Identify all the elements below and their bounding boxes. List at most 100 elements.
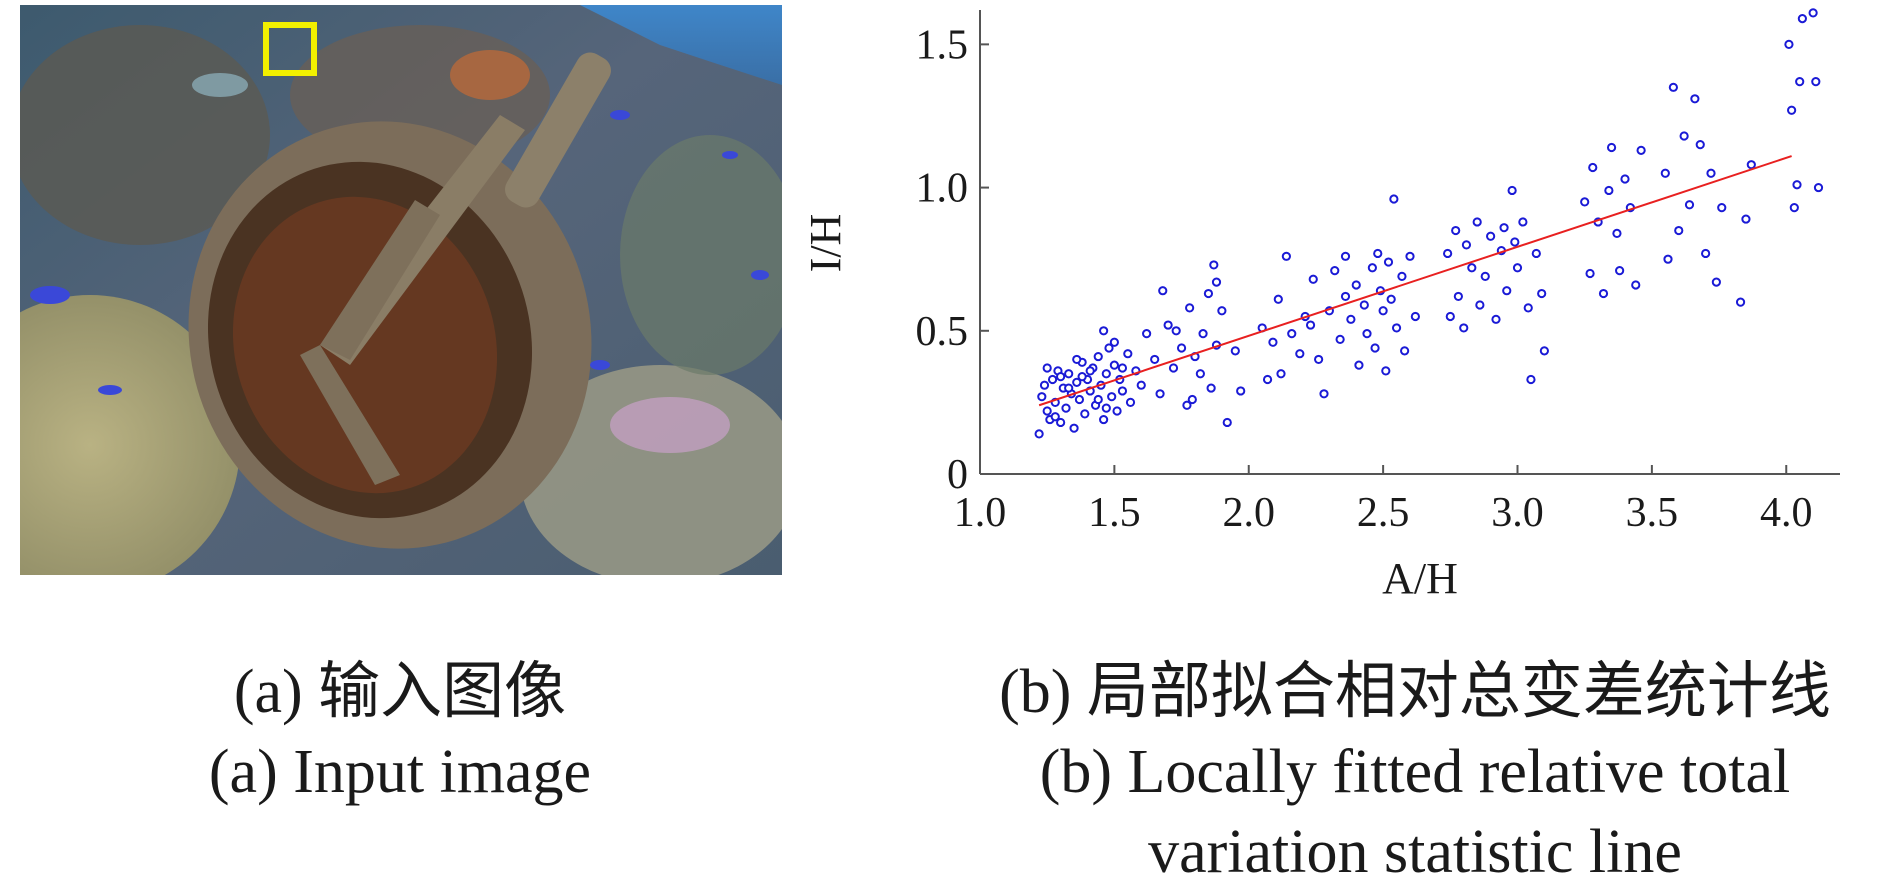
scatter-point: [1359, 300, 1369, 310]
scatter-point: [1636, 145, 1646, 155]
y-tick-label: 0: [947, 452, 968, 498]
scatter-point: [1034, 429, 1044, 439]
scatter-point: [1168, 363, 1179, 373]
scatter-point: [1631, 280, 1641, 290]
scatter-point: [1037, 392, 1047, 402]
caption-b-english-line1: (b) Locally fitted relative total: [1039, 738, 1791, 806]
scatter-point: [1187, 394, 1197, 405]
scatter-point: [1367, 263, 1377, 273]
scatter-point: [1185, 303, 1195, 313]
scatter-point: [1107, 392, 1117, 402]
reef-fish: [30, 110, 769, 395]
caption-a-chinese: (a) 输入图像: [233, 658, 567, 726]
scatter-point: [1475, 300, 1485, 310]
scatter-point: [1615, 266, 1625, 276]
scatter-point: [1789, 203, 1799, 213]
scatter-point: [1050, 412, 1060, 422]
x-tick-label: 4.0: [1760, 490, 1813, 536]
scatter-point: [1386, 294, 1396, 304]
scatter-point: [1155, 389, 1165, 399]
scatter-point: [1069, 423, 1079, 433]
scatter-point: [1099, 414, 1109, 425]
scatter-point: [1056, 417, 1066, 428]
scatter-point: [1340, 251, 1351, 261]
scatter-point: [1453, 291, 1463, 302]
scatter-point: [1262, 374, 1273, 385]
scatter-point: [1125, 397, 1136, 407]
scatter-point: [1039, 380, 1050, 390]
scatter-point: [1668, 82, 1678, 92]
scatter-point: [1268, 337, 1278, 347]
scatter-point: [1389, 194, 1399, 204]
scatter-point: [1335, 334, 1345, 344]
scatter-point: [1330, 266, 1340, 276]
scatter-point: [1136, 380, 1146, 390]
scatter-point: [1813, 182, 1824, 193]
scatter-point: [1502, 286, 1512, 296]
scatter-point: [1230, 346, 1240, 356]
scatter-point: [1795, 77, 1805, 87]
scatter-point: [1093, 394, 1103, 405]
scatter-point: [1112, 406, 1122, 416]
scatter-point: [1467, 263, 1477, 273]
scatter-point: [1405, 251, 1415, 261]
scatter-point: [1539, 346, 1549, 356]
scatter-point: [1711, 277, 1721, 287]
scatter-point: [1109, 360, 1119, 370]
scatter-point: [1445, 311, 1455, 322]
scatter-point: [1679, 131, 1689, 141]
scatter-point: [1746, 160, 1756, 170]
scatter-point: [1182, 400, 1192, 410]
scatter-point: [1077, 372, 1087, 382]
scatter-point: [1486, 231, 1496, 241]
input-image-panel: [20, 5, 782, 575]
scatter-point: [1598, 288, 1609, 299]
scatter-point: [1117, 363, 1128, 373]
scatter-point: [1273, 294, 1283, 304]
scatter-point: [1397, 271, 1407, 281]
scatter-point: [1142, 329, 1152, 339]
scatter-point: [1061, 403, 1071, 413]
scatter-point: [1362, 329, 1372, 339]
scatter-point: [1340, 291, 1351, 302]
scatter-point: [1606, 142, 1617, 153]
scatter-point: [1117, 386, 1128, 396]
scatter-point: [1072, 354, 1082, 365]
scatter-point: [1472, 217, 1482, 227]
x-tick-label: 1.0: [954, 490, 1007, 536]
scatter-point: [1064, 383, 1074, 393]
scatter-point: [1276, 369, 1286, 379]
scatter-point: [1518, 217, 1528, 227]
scatter-point: [1281, 251, 1291, 261]
highlight-patch-box: [263, 22, 317, 76]
scatter-point: [1042, 406, 1052, 416]
y-tick-label: 1.0: [916, 166, 969, 212]
scatter-point: [1690, 94, 1700, 104]
scatter-point: [1383, 257, 1394, 267]
scatter-point: [1370, 343, 1380, 353]
y-tick-label: 0.5: [916, 309, 969, 355]
brain-coral: [20, 295, 240, 575]
scatter-point: [1308, 274, 1318, 284]
scatter-point: [1099, 326, 1109, 336]
scatter-point: [1537, 288, 1547, 299]
scatter-point: [1373, 248, 1383, 259]
scatter-point: [1580, 197, 1590, 207]
scatter-point: [1620, 174, 1630, 184]
scatter-point: [1123, 349, 1133, 359]
scatter-point: [1604, 185, 1614, 196]
scatter-point: [1305, 320, 1316, 330]
scatter-point: [1109, 337, 1119, 347]
scatter-point: [1695, 140, 1705, 150]
scatter-point: [1047, 374, 1058, 385]
caption-panel-b: (b) 局部拟合相对总变差统计线 (b) Locally fitted rela…: [940, 652, 1890, 892]
scatter-point: [1211, 277, 1222, 287]
scatter-point: [1391, 323, 1402, 333]
scatter-point: [1717, 203, 1727, 213]
scatter-point: [1101, 403, 1111, 413]
scatter-point: [1056, 372, 1066, 382]
scatter-point: [1064, 369, 1074, 379]
scatter-point: [1150, 354, 1160, 365]
scatter-point: [1451, 225, 1461, 236]
y-axis-label: I/H: [801, 214, 850, 273]
